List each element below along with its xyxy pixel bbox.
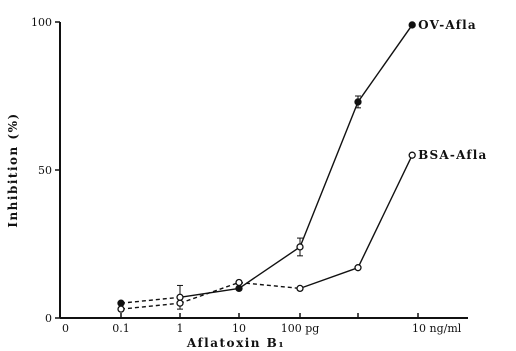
series-line-segment (179, 281, 240, 304)
series-line-segment (299, 267, 359, 290)
axes (59, 22, 468, 319)
data-point (296, 284, 304, 293)
x-axis-title: Aflatoxin B₁ (186, 336, 285, 350)
y-tick-label: 0 (45, 312, 52, 325)
series-ov-afla (117, 21, 416, 310)
data-point (176, 299, 184, 307)
x-tick-label: 0.1 (112, 322, 130, 335)
data-point (354, 98, 362, 106)
y-tick-label: 100 (31, 16, 52, 29)
series-layer (117, 21, 416, 313)
x-origin-label: 0 (62, 322, 69, 335)
data-point (296, 243, 304, 251)
y-axis-title: Inhibition (%) (6, 112, 20, 227)
series-label-ov-afla: OV-Afla (418, 18, 477, 32)
data-point (235, 284, 243, 293)
data-point (354, 264, 362, 272)
data-point (176, 293, 184, 301)
y-ticks: 0 50 100 (31, 16, 60, 325)
x-tick-label: 1 (177, 322, 184, 335)
series-line-segment (357, 154, 413, 268)
data-point (235, 278, 243, 287)
data-point (117, 299, 125, 307)
series-line-segment (299, 101, 359, 248)
series-line-segment (357, 24, 413, 103)
series-label-bsa-afla: BSA-Afla (418, 148, 487, 162)
series-line-segment (120, 296, 181, 304)
x-tick-label: 10 (232, 322, 246, 335)
x-ticks: 0.1 1 10 100 pg 10 ng/ml (112, 313, 462, 335)
series-line-segment (238, 281, 301, 290)
data-point (408, 151, 416, 159)
series-bsa-afla (117, 151, 416, 313)
series-line-segment (238, 246, 301, 289)
y-tick-label: 50 (38, 164, 52, 177)
series-line-segment (120, 302, 181, 310)
data-point (117, 305, 125, 313)
x-tick-label: 100 pg (281, 322, 320, 335)
data-point (408, 21, 416, 29)
x-tick-label: 10 ng/ml (412, 322, 462, 335)
